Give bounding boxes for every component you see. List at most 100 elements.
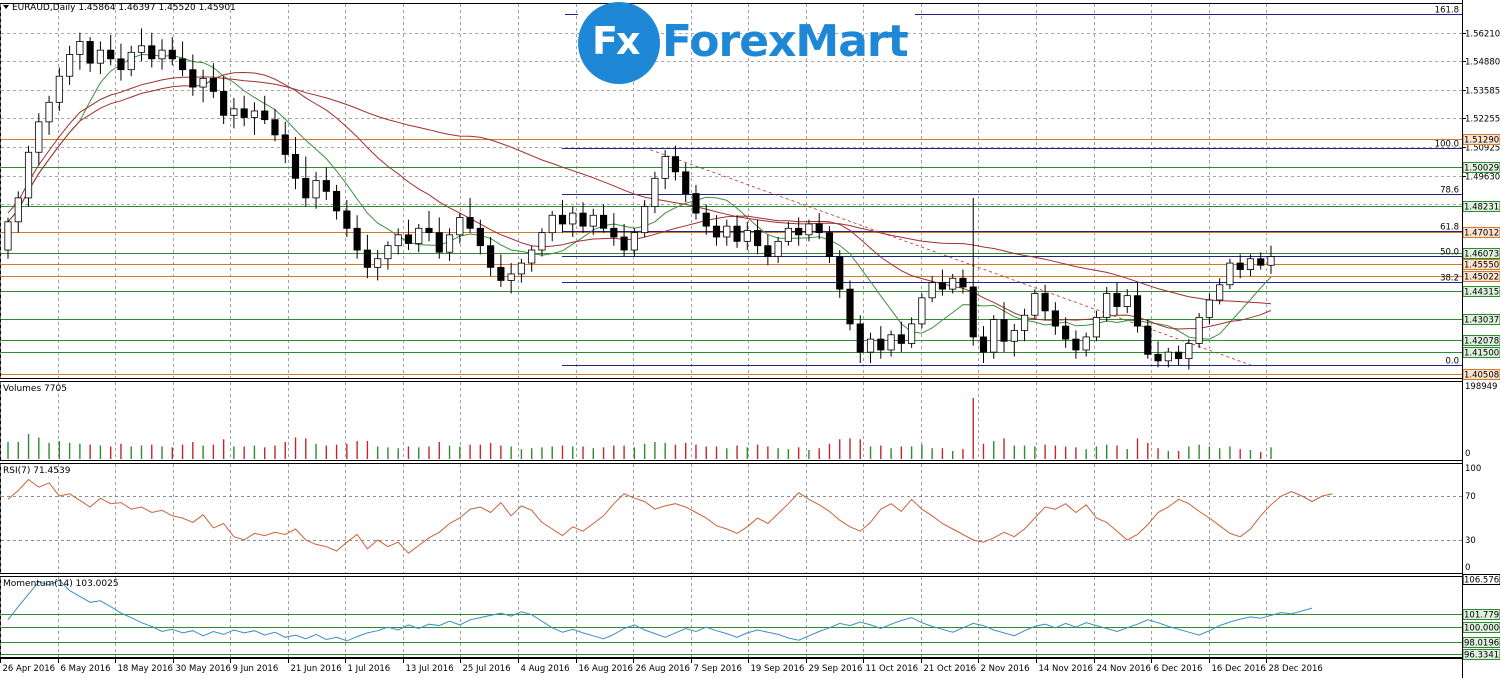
bullish-candle (866, 338, 875, 353)
time-axis-label: 2 Nov 2016 (981, 664, 1030, 674)
time-axis-label: 6 Dec 2016 (1154, 664, 1203, 674)
fib-level-label: 100.0 (1435, 140, 1459, 150)
bullish-candle (743, 230, 751, 242)
bearish-candle (333, 190, 341, 212)
time-axis-label: 1 Jul 2016 (348, 664, 391, 674)
rsi-axis-label: 30 (1465, 536, 1476, 546)
rsi-line (7, 478, 1333, 554)
bearish-candle (897, 334, 905, 344)
bullish-candle (230, 108, 238, 116)
bearish-candle (302, 177, 310, 199)
bullish-candle (723, 225, 731, 238)
bullish-candle (528, 249, 536, 264)
rsi-axis-label: 0 (1465, 563, 1470, 573)
price-axis-label: 1.54880 (1465, 58, 1500, 68)
rsi-panel-frame (0, 463, 1463, 574)
bullish-candle (949, 277, 957, 290)
bullish-candle (137, 45, 146, 53)
bullish-candle (918, 297, 926, 325)
momentum-axis-label: 101.7796 (1464, 611, 1500, 621)
bearish-candle (959, 277, 967, 288)
momentum-indicator-title: Momentum(14) 103.0025 (3, 579, 119, 589)
time-axis-label: 7 Sep 2016 (694, 664, 742, 674)
bullish-candle (1010, 330, 1018, 342)
time-axis-label: 30 May 2016 (176, 664, 231, 674)
bearish-candle (712, 225, 721, 238)
bearish-candle (1062, 325, 1070, 340)
bullish-candle (4, 221, 12, 251)
bearish-candle (209, 77, 217, 92)
price-axis-label: 1.56210 (1465, 30, 1500, 40)
bullish-candle (456, 217, 464, 236)
bullish-candle (1216, 284, 1224, 301)
bullish-candle (661, 156, 669, 179)
price-axis-label: 1.50925 (1465, 144, 1500, 154)
bearish-candle (969, 286, 977, 338)
price-tag-label: 1.51290 (1464, 136, 1499, 146)
bullish-candle (887, 334, 895, 351)
fib-level-label: 61.8 (1440, 223, 1459, 233)
momentum-axis-label: 96.3341 (1464, 651, 1499, 661)
bearish-candle (148, 45, 156, 60)
bearish-candle (220, 91, 228, 116)
bearish-candle (979, 336, 988, 353)
bullish-candle (507, 273, 515, 281)
bearish-candle (1051, 310, 1059, 327)
bullish-candle (127, 51, 135, 71)
rsi-axis-label: 100 (1465, 464, 1481, 474)
bearish-candle (404, 234, 413, 244)
bearish-candle (1113, 293, 1121, 307)
bearish-candle (795, 227, 803, 236)
price-tag-label: 1.43037 (1464, 316, 1499, 326)
fib-level-label: 50.0 (1440, 248, 1459, 258)
time-axis-label: 6 May 2016 (61, 664, 111, 674)
fib-level-label: 161.8 (1435, 6, 1459, 16)
bullish-candle (199, 77, 207, 88)
bullish-candle (14, 197, 22, 223)
fast-moving-average-line (7, 53, 1272, 340)
bearish-candle (836, 256, 844, 290)
time-axis-label: 21 Oct 2016 (924, 664, 977, 674)
bearish-candle (846, 288, 854, 325)
bullish-candle (805, 223, 813, 236)
price-axis-label: 1.49630 (1465, 173, 1500, 183)
bullish-candle (24, 151, 33, 199)
time-axis-label: 4 Aug 2016 (521, 664, 570, 674)
bearish-candle (281, 134, 289, 155)
fib-level-label: 38.2 (1440, 274, 1459, 284)
bearish-candle (671, 156, 680, 173)
momentum-line (7, 579, 1313, 642)
bearish-candle (856, 323, 864, 353)
bearish-candle (764, 245, 772, 257)
bearish-candle (599, 214, 608, 229)
forexmart-logo: Fx (578, 2, 923, 84)
bearish-candle (1000, 319, 1008, 342)
bullish-candle (1123, 295, 1131, 307)
bearish-candle (425, 227, 433, 234)
bullish-candle (76, 41, 84, 55)
bullish-candle (96, 49, 104, 64)
bearish-candle (610, 227, 618, 238)
bearish-candle (579, 212, 587, 227)
bullish-candle (1103, 293, 1111, 318)
bullish-candle (45, 101, 53, 123)
chart-dropdown-icon (3, 5, 9, 9)
bearish-candle (86, 41, 94, 64)
bullish-candle (1226, 262, 1234, 286)
momentum-panel-frame (0, 576, 1463, 658)
time-axis-label: 16 Dec 2016 (1212, 664, 1266, 674)
bearish-candle (682, 171, 690, 194)
time-axis-label: 14 Nov 2016 (1039, 664, 1093, 674)
bullish-candle (394, 234, 402, 247)
bullish-candle (415, 227, 423, 244)
bearish-candle (733, 225, 741, 242)
bullish-candle (1082, 336, 1090, 351)
bearish-candle (363, 249, 371, 268)
price-axis-label: 1.53585 (1465, 87, 1500, 97)
bearish-candle (353, 227, 361, 251)
time-axis-label: 21 Jun 2016 (291, 664, 342, 674)
bullish-candle (158, 49, 166, 60)
bullish-candle (1246, 258, 1255, 270)
